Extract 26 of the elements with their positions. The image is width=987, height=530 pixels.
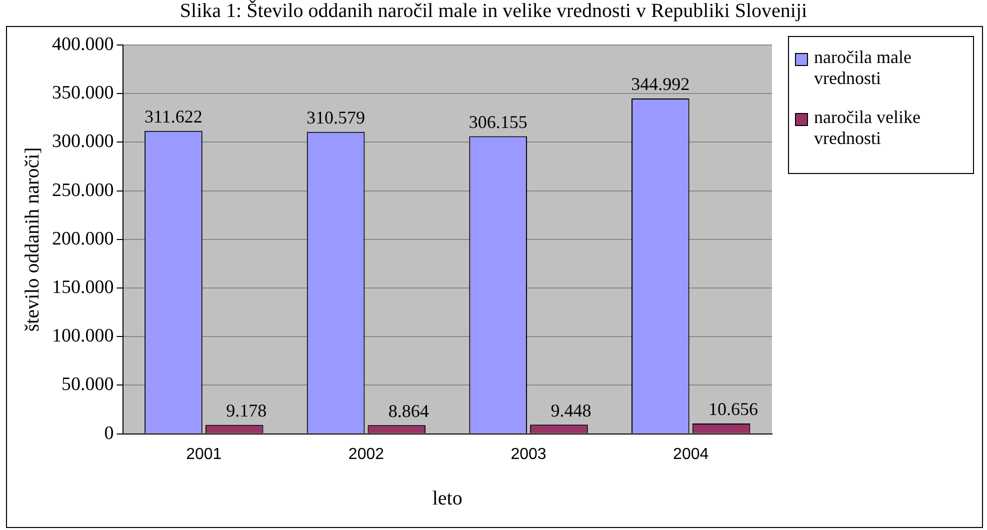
data-label: 306.155 xyxy=(468,112,528,132)
x-tick-label: 2002 xyxy=(348,446,384,463)
data-label: 310.579 xyxy=(306,108,366,128)
data-label: 9.448 xyxy=(550,400,592,420)
data-label: 10.656 xyxy=(708,399,758,420)
y-axis-title: število oddanih naroči] xyxy=(21,147,44,332)
data-label: 8.864 xyxy=(388,400,429,421)
y-tick-label: 350.000 xyxy=(52,82,114,104)
y-tick-label: 300.000 xyxy=(52,131,114,152)
x-axis-title: leto xyxy=(432,487,462,510)
data-label: 311.622 xyxy=(144,106,202,127)
y-tick-label: 200.000 xyxy=(52,228,114,250)
x-tick-label: 2003 xyxy=(510,446,546,463)
chart-title: Slika 1: Število oddanih naročil male in velike vrednosti v Republiki Sloveniji xyxy=(178,0,808,23)
y-tick-label: 100.000 xyxy=(52,326,114,347)
data-label: 9.178 xyxy=(226,400,267,421)
data-label: 344.992 xyxy=(631,74,690,94)
y-tick-label: 50.000 xyxy=(62,374,114,396)
legend-label: naročila male vrednosti xyxy=(814,47,912,89)
x-tick-label: 2004 xyxy=(673,446,709,463)
x-tick-label: 2001 xyxy=(186,446,222,463)
y-tick-label: 150.000 xyxy=(52,276,114,298)
y-tick-label: 250.000 xyxy=(52,180,114,201)
legend-label: naročila velike vrednosti xyxy=(814,107,922,149)
y-tick-label: 0 xyxy=(104,422,114,444)
y-tick-label: 400.000 xyxy=(52,34,114,55)
